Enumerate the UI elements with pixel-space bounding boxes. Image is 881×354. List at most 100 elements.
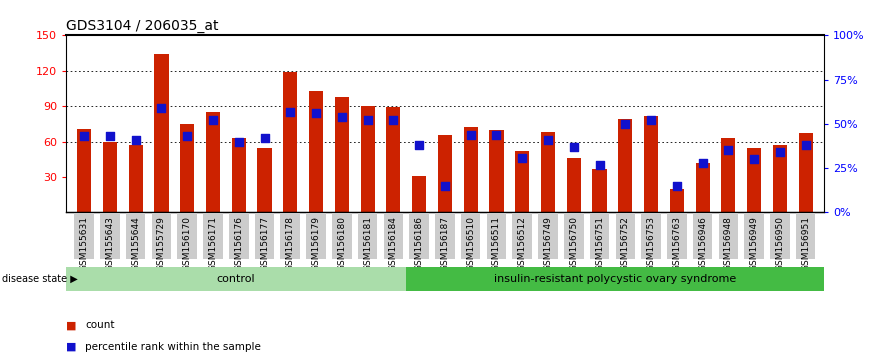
Text: GSM156179: GSM156179: [312, 216, 321, 271]
Point: [644, 118, 658, 123]
Bar: [103, 142, 117, 212]
FancyBboxPatch shape: [486, 213, 507, 259]
Point: [129, 137, 143, 143]
Text: GSM156951: GSM156951: [801, 216, 811, 271]
Text: GDS3104 / 206035_at: GDS3104 / 206035_at: [66, 19, 218, 33]
Text: GSM156511: GSM156511: [492, 216, 501, 271]
FancyBboxPatch shape: [126, 213, 145, 259]
Text: GSM156184: GSM156184: [389, 216, 398, 271]
Text: GSM156170: GSM156170: [182, 216, 192, 271]
FancyBboxPatch shape: [229, 213, 248, 259]
Point: [103, 133, 117, 139]
FancyBboxPatch shape: [152, 213, 171, 259]
Bar: [566, 158, 581, 212]
FancyBboxPatch shape: [796, 213, 816, 259]
FancyBboxPatch shape: [332, 213, 352, 259]
Text: GSM156750: GSM156750: [569, 216, 578, 271]
Point: [722, 148, 736, 153]
FancyBboxPatch shape: [204, 213, 223, 259]
Point: [773, 149, 787, 155]
Point: [438, 183, 452, 189]
Bar: [798, 133, 813, 212]
Point: [490, 132, 504, 137]
FancyBboxPatch shape: [461, 213, 480, 259]
FancyBboxPatch shape: [358, 213, 377, 259]
FancyBboxPatch shape: [406, 267, 824, 291]
Point: [360, 118, 374, 123]
Point: [180, 133, 194, 139]
Text: GSM156948: GSM156948: [724, 216, 733, 271]
Point: [593, 162, 607, 167]
FancyBboxPatch shape: [616, 213, 635, 259]
Bar: [670, 189, 684, 212]
Bar: [489, 130, 504, 212]
FancyBboxPatch shape: [74, 213, 94, 259]
Text: ■: ■: [66, 320, 77, 330]
Text: GSM156176: GSM156176: [234, 216, 243, 271]
Bar: [77, 129, 92, 212]
Point: [696, 160, 710, 166]
Text: GSM156178: GSM156178: [285, 216, 295, 271]
Bar: [747, 148, 761, 212]
Text: GSM155644: GSM155644: [131, 216, 140, 271]
Bar: [129, 145, 143, 212]
Point: [283, 109, 297, 114]
Point: [463, 132, 478, 137]
FancyBboxPatch shape: [513, 213, 532, 259]
Point: [670, 183, 684, 189]
Point: [799, 142, 813, 148]
Text: count: count: [85, 320, 115, 330]
Bar: [592, 169, 607, 212]
Text: GSM156177: GSM156177: [260, 216, 269, 271]
Text: GSM155643: GSM155643: [106, 216, 115, 271]
Point: [232, 139, 246, 144]
Bar: [386, 107, 401, 212]
Text: GSM156946: GSM156946: [698, 216, 707, 271]
Text: percentile rank within the sample: percentile rank within the sample: [85, 342, 262, 352]
Point: [515, 155, 529, 160]
FancyBboxPatch shape: [100, 213, 120, 259]
FancyBboxPatch shape: [667, 213, 686, 259]
Point: [335, 114, 349, 120]
Bar: [283, 72, 298, 212]
Text: GSM156510: GSM156510: [466, 216, 475, 271]
Text: control: control: [217, 274, 255, 284]
Bar: [335, 97, 349, 212]
Text: GSM156180: GSM156180: [337, 216, 346, 271]
Text: GSM156181: GSM156181: [363, 216, 372, 271]
Bar: [618, 119, 633, 212]
Text: GSM156753: GSM156753: [647, 216, 655, 271]
FancyBboxPatch shape: [66, 267, 406, 291]
FancyBboxPatch shape: [564, 213, 583, 259]
Bar: [206, 112, 220, 212]
FancyBboxPatch shape: [383, 213, 403, 259]
FancyBboxPatch shape: [177, 213, 197, 259]
Point: [747, 156, 761, 162]
Text: GSM156187: GSM156187: [440, 216, 449, 271]
FancyBboxPatch shape: [641, 213, 661, 259]
Bar: [232, 138, 246, 212]
FancyBboxPatch shape: [435, 213, 455, 259]
FancyBboxPatch shape: [692, 213, 713, 259]
Point: [412, 142, 426, 148]
Text: GSM155631: GSM155631: [79, 216, 89, 271]
Text: GSM156512: GSM156512: [518, 216, 527, 271]
FancyBboxPatch shape: [307, 213, 326, 259]
Point: [541, 137, 555, 143]
Text: GSM156171: GSM156171: [209, 216, 218, 271]
FancyBboxPatch shape: [280, 213, 300, 259]
Point: [154, 105, 168, 111]
Bar: [180, 124, 195, 212]
Bar: [257, 148, 271, 212]
Text: insulin-resistant polycystic ovary syndrome: insulin-resistant polycystic ovary syndr…: [494, 274, 737, 284]
FancyBboxPatch shape: [538, 213, 558, 259]
Point: [309, 110, 323, 116]
Point: [257, 135, 271, 141]
Bar: [541, 132, 555, 212]
Bar: [438, 135, 452, 212]
Text: GSM156186: GSM156186: [415, 216, 424, 271]
Point: [618, 121, 633, 127]
Text: GSM156752: GSM156752: [621, 216, 630, 271]
Text: disease state ▶: disease state ▶: [2, 274, 78, 284]
Text: GSM155729: GSM155729: [157, 216, 166, 271]
